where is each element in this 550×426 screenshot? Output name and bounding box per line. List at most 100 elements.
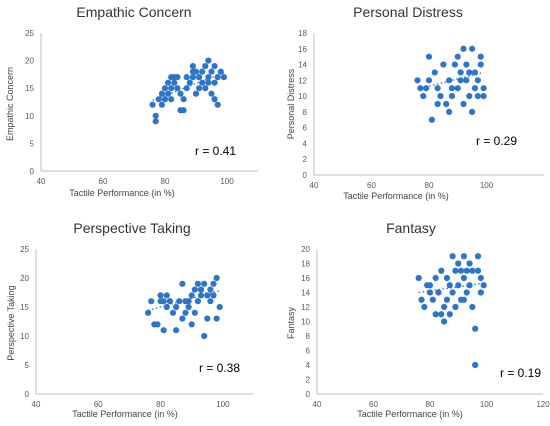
data-point	[452, 303, 459, 311]
panel-empathic-concern: Empathic Concern Empathic Concern Tactil…	[5, 4, 258, 198]
data-point	[185, 298, 192, 305]
y-tick-label: 6	[303, 124, 308, 133]
data-point	[432, 311, 439, 318]
data-point	[179, 280, 186, 287]
y-tick-label: 20	[20, 274, 29, 283]
data-point	[448, 93, 456, 100]
data-point	[469, 303, 476, 311]
data-point	[460, 296, 467, 303]
data-point	[474, 253, 482, 260]
x-tick-label: 60	[94, 400, 103, 409]
data-point	[157, 292, 164, 299]
data-point	[211, 79, 218, 86]
panel-perspective-taking: Perspective Taking Perspective Taking Ta…	[6, 220, 254, 419]
x-tick-label: 80	[426, 400, 435, 409]
data-point	[460, 253, 467, 260]
data-point	[472, 325, 479, 332]
y-tick-label: 0	[25, 390, 30, 399]
data-point	[148, 298, 155, 305]
x-tick-label: 100	[480, 181, 494, 190]
data-point	[460, 100, 467, 108]
data-point	[152, 118, 159, 125]
data-point	[426, 282, 434, 289]
data-point	[429, 296, 436, 303]
data-point	[189, 74, 196, 81]
data-point	[220, 74, 227, 81]
y-axis-label: Personal Distress	[286, 68, 296, 139]
data-point	[174, 85, 181, 92]
y-tick-label: 10	[25, 112, 34, 121]
data-point	[471, 69, 479, 76]
data-point	[210, 280, 217, 287]
correlation-label: r = 0.29	[476, 134, 517, 148]
data-point	[183, 85, 190, 92]
x-tick-label: 80	[161, 177, 170, 186]
x-tick-label: 40	[313, 400, 322, 409]
data-point	[197, 286, 205, 293]
data-point	[191, 309, 198, 316]
data-point	[425, 77, 433, 84]
data-point	[163, 292, 170, 299]
data-point	[205, 74, 212, 81]
x-tick-label: 40	[32, 400, 41, 409]
data-point	[171, 79, 178, 86]
y-tick-label: 25	[25, 29, 34, 38]
data-point	[155, 96, 162, 103]
data-point	[443, 274, 451, 282]
data-point	[192, 90, 200, 97]
data-point	[202, 85, 209, 92]
data-point	[173, 327, 180, 334]
y-tick-label: 15	[20, 303, 29, 312]
y-tick-label: 8	[306, 332, 311, 341]
data-point	[466, 93, 473, 100]
y-tick-label: 0	[303, 171, 308, 180]
y-tick-label: 12	[298, 76, 307, 85]
data-point	[208, 90, 215, 97]
data-point	[441, 303, 448, 311]
data-point	[420, 93, 427, 100]
data-point	[438, 267, 445, 274]
chart-title: Fantasy	[386, 220, 436, 236]
y-axis-label: Empathic Concern	[5, 67, 15, 141]
y-tick-label: 25	[20, 245, 29, 254]
y-tick-label: 14	[298, 61, 307, 70]
data-point	[460, 45, 467, 52]
data-point	[196, 74, 203, 81]
data-point	[208, 68, 215, 75]
y-axis-label: Fantasy	[286, 306, 296, 339]
data-point	[472, 361, 479, 369]
data-point	[152, 112, 159, 119]
x-tick-label: 80	[425, 181, 434, 190]
chart-title: Perspective Taking	[73, 220, 190, 236]
data-point	[173, 303, 180, 311]
data-point	[423, 85, 430, 92]
data-point	[199, 68, 206, 75]
data-point	[168, 85, 175, 92]
data-point	[474, 77, 481, 84]
data-point	[446, 282, 453, 289]
data-point	[165, 90, 172, 97]
y-tick-label: 12	[301, 303, 310, 312]
data-point	[214, 74, 221, 81]
data-point	[189, 63, 196, 70]
y-tick-label: 14	[301, 289, 310, 298]
chart-title: Personal Distress	[353, 4, 463, 20]
data-point	[204, 292, 211, 299]
x-tick-label: 100	[216, 400, 230, 409]
data-point	[166, 298, 174, 305]
chart-title: Empathic Concern	[76, 4, 191, 20]
data-point	[160, 327, 167, 334]
y-tick-label: 4	[303, 139, 308, 148]
y-tick-label: 0	[30, 167, 35, 176]
data-point	[432, 274, 439, 282]
data-point	[414, 77, 421, 84]
data-point	[451, 61, 458, 68]
data-point	[477, 53, 484, 60]
y-tick-label: 2	[303, 155, 308, 164]
data-point	[454, 85, 461, 92]
data-point	[415, 274, 422, 282]
data-point	[161, 85, 169, 92]
data-point	[169, 309, 177, 316]
data-point	[161, 96, 169, 103]
data-point	[180, 96, 187, 103]
